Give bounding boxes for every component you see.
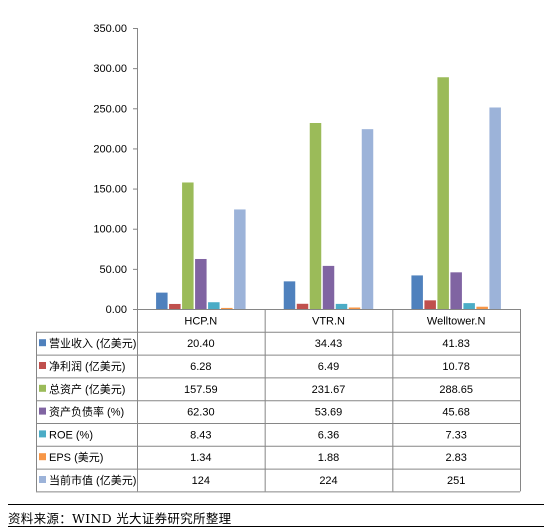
data-label: 2.83 [445, 452, 466, 464]
y-tick-label: 100.00 [93, 224, 127, 236]
data-label: 6.28 [190, 361, 211, 373]
bar-chart: 0.00 50.00 100.00 150.00 200.00 250.00 300.00 3… [36, 23, 521, 493]
legend-key [39, 362, 46, 369]
data-label: 7.33 [445, 429, 466, 441]
legend-key [39, 430, 46, 438]
bar-0-0 [156, 292, 168, 309]
legend-label: EPS (美元) [49, 451, 103, 464]
bar-0-2 [182, 182, 194, 309]
bar-1-3 [322, 265, 335, 309]
bar-2-4 [463, 303, 475, 309]
data-label: 10.78 [442, 361, 470, 373]
data-label: 124 [192, 475, 210, 487]
bar-0-4 [208, 302, 220, 309]
data-label: 6.49 [318, 361, 339, 373]
legend-key [39, 384, 46, 392]
data-label: 53.69 [315, 407, 343, 419]
data-label: 288.65 [439, 384, 473, 396]
bar-2-1 [424, 300, 436, 309]
y-tick-label: 50.00 [99, 264, 127, 276]
bar-0-3 [195, 258, 207, 309]
data-label: 45.68 [442, 407, 470, 419]
bar-1-0 [283, 281, 296, 309]
data-label: 62.30 [187, 407, 215, 419]
y-tick-label: 0.00 [106, 304, 127, 316]
bar-0-5 [221, 307, 233, 309]
bar-2-6 [489, 107, 501, 310]
legend-label: 资产负债率 (%) [49, 405, 124, 419]
y-tick-label: 300.00 [93, 63, 127, 75]
bar-0-1 [169, 303, 181, 309]
category-label: VTR.N [312, 316, 345, 328]
data-label: 1.34 [190, 452, 211, 464]
legend-label: ROE (%) [49, 429, 93, 441]
data-label: 8.43 [190, 429, 211, 441]
bottom-rule [8, 526, 544, 527]
y-tick-label: 150.00 [93, 184, 127, 196]
bar-0-6 [234, 209, 246, 309]
legend-label: 总资产 (亿美元) [49, 382, 125, 396]
legend-label: 净利润 (亿美元) [49, 359, 125, 373]
source-note: 资料来源：WIND 光大证券研究所整理 [8, 511, 232, 526]
legend-key [39, 339, 46, 347]
bar-1-2 [309, 123, 322, 310]
bar-2-0 [411, 275, 423, 309]
data-label: 6.36 [318, 429, 339, 441]
category-label: Welltower.N [427, 316, 486, 328]
data-label: 231.67 [312, 384, 346, 396]
category-label: HCP.N [184, 316, 217, 328]
legend-label: 当前市值 (亿美元) [49, 473, 136, 487]
data-label: 41.83 [442, 338, 470, 350]
data-label: 157.59 [184, 384, 218, 396]
top-rule [8, 504, 544, 505]
data-label: 20.40 [187, 338, 215, 350]
data-label: 224 [319, 475, 337, 487]
y-tick-label: 350.00 [93, 23, 127, 35]
legend-key [39, 453, 46, 461]
bar-2-5 [476, 306, 488, 309]
legend-key [39, 476, 46, 483]
legend-key [39, 407, 46, 415]
legend-label: 营业收入 (亿美元) [49, 336, 136, 350]
bar-2-2 [437, 77, 449, 310]
bar-1-1 [296, 303, 309, 309]
bar-1-6 [361, 129, 374, 309]
bar-1-4 [335, 303, 348, 309]
data-label: 34.43 [315, 338, 343, 350]
data-label: 1.88 [318, 452, 339, 464]
y-tick-label: 200.00 [93, 143, 127, 155]
y-tick-label: 250.00 [93, 103, 127, 115]
bar-1-5 [348, 307, 361, 309]
chart-with-data-table: 0.00 50.00 100.00 150.00 200.00 250.00 300.00 3… [36, 23, 521, 493]
bar-2-3 [450, 272, 462, 309]
data-label: 251 [447, 475, 465, 487]
